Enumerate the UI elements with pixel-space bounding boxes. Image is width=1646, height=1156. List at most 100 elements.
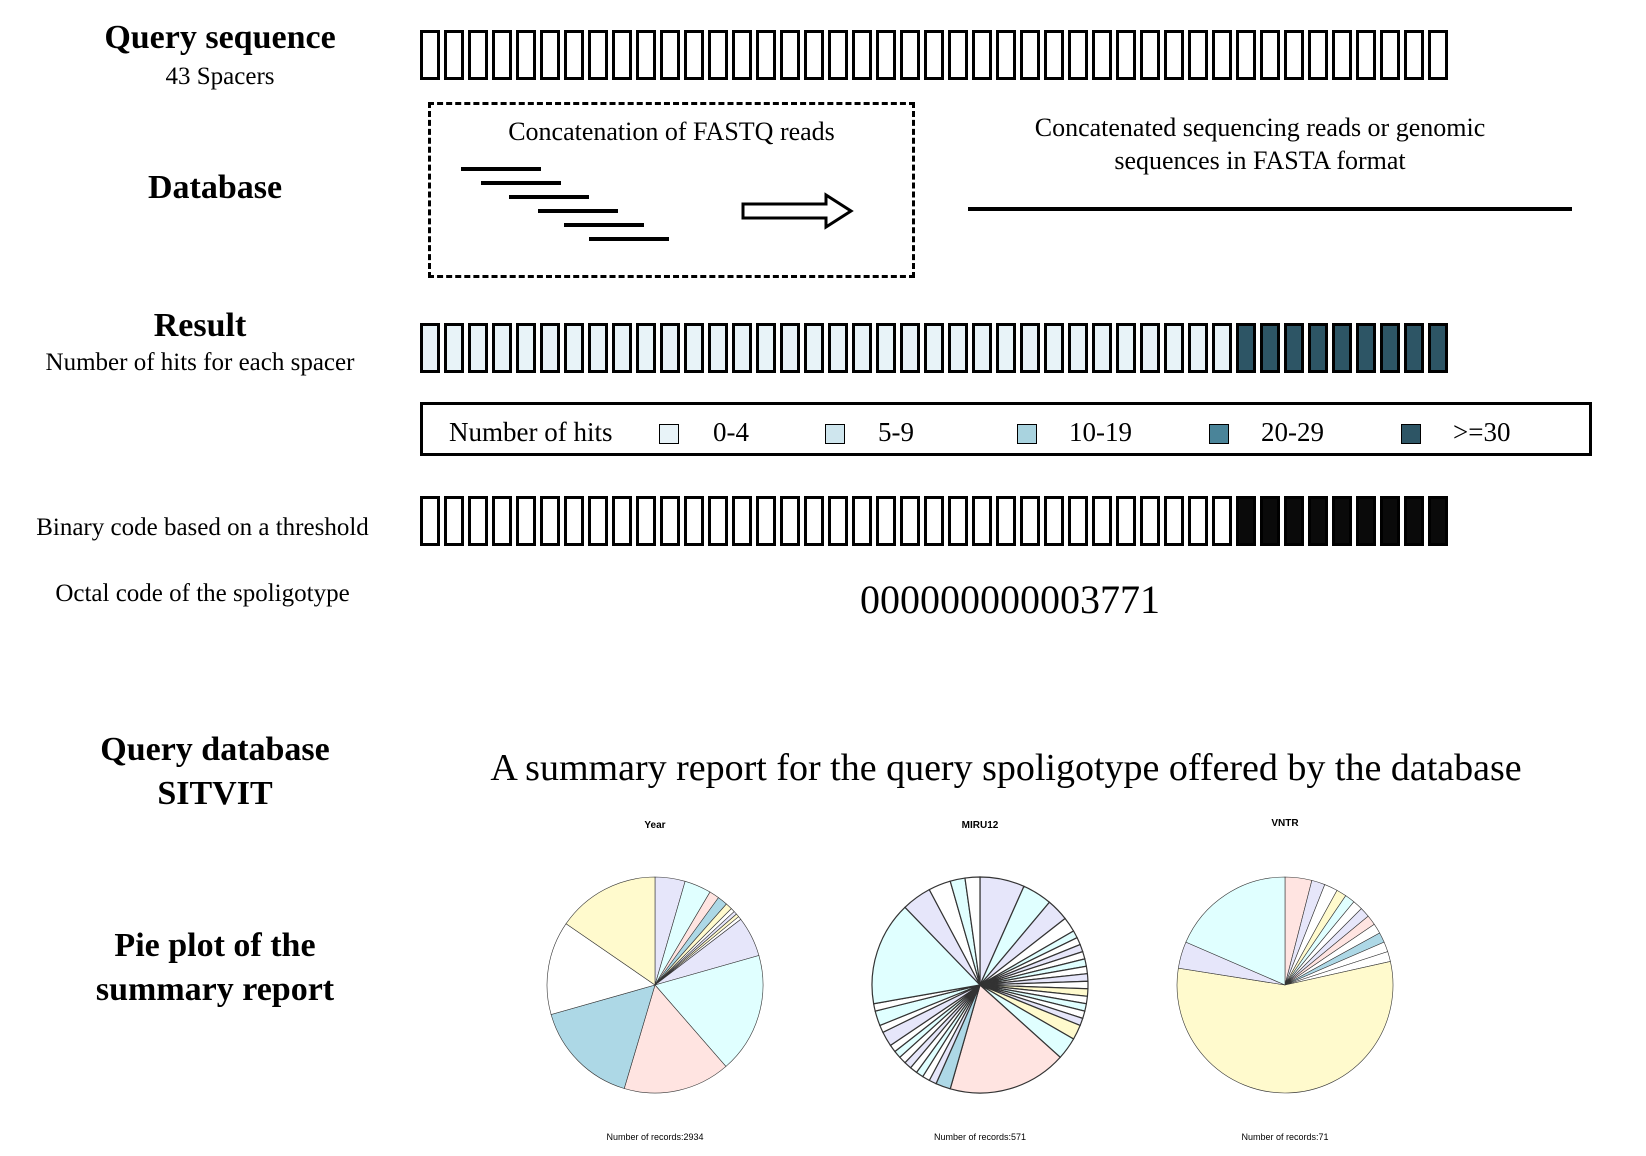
spacer-box bbox=[636, 30, 656, 80]
spacer-box bbox=[1068, 496, 1088, 546]
spacer-box bbox=[1284, 496, 1304, 546]
spacer-box bbox=[1140, 30, 1160, 80]
result-spacer-row bbox=[420, 323, 1448, 373]
pie-footer-miru12: Number of records:571 bbox=[933, 1132, 1027, 1142]
query-sequence-label: Query sequence bbox=[104, 19, 336, 56]
spacer-box bbox=[1092, 496, 1112, 546]
spacer-box bbox=[804, 496, 824, 546]
spacer-box bbox=[924, 496, 944, 546]
spacer-box bbox=[612, 496, 632, 546]
spacer-box bbox=[636, 323, 656, 373]
spacer-box bbox=[1428, 496, 1448, 546]
spacer-box bbox=[1284, 323, 1304, 373]
spacer-box bbox=[1020, 496, 1040, 546]
spacer-box bbox=[1116, 323, 1136, 373]
spacer-box bbox=[900, 30, 920, 80]
spacer-box bbox=[972, 323, 992, 373]
pie-footer-year: Number of records:2934 bbox=[606, 1132, 704, 1142]
fastq-box: Concatenation of FASTQ reads bbox=[428, 102, 915, 278]
fasta-caption-line1: Concatenated sequencing reads or genomic bbox=[1034, 113, 1486, 142]
spacer-box bbox=[780, 323, 800, 373]
spacer-box bbox=[756, 30, 776, 80]
spacer-box bbox=[444, 30, 464, 80]
spacer-box bbox=[780, 496, 800, 546]
spacer-box bbox=[516, 323, 536, 373]
spacer-box bbox=[492, 496, 512, 546]
binary-spacer-row bbox=[420, 496, 1448, 546]
spacer-box bbox=[732, 323, 752, 373]
spacer-box bbox=[1428, 323, 1448, 373]
spacer-box bbox=[1260, 30, 1280, 80]
spacer-box bbox=[540, 30, 560, 80]
spacer-box bbox=[924, 323, 944, 373]
spacer-box bbox=[708, 496, 728, 546]
spacer-box bbox=[1404, 323, 1424, 373]
spacer-box bbox=[1308, 30, 1328, 80]
spacer-box bbox=[684, 496, 704, 546]
spacer-box bbox=[636, 496, 656, 546]
pie-chart-miru12: MIRU12 Number of records:571 bbox=[845, 810, 1115, 1150]
legend-swatch-2 bbox=[1017, 424, 1037, 444]
spacer-box bbox=[1332, 496, 1352, 546]
spacer-box bbox=[468, 30, 488, 80]
spacer-box bbox=[1212, 30, 1232, 80]
spacer-box bbox=[708, 323, 728, 373]
spacer-box bbox=[1212, 323, 1232, 373]
spacer-box bbox=[1188, 30, 1208, 80]
spacer-box bbox=[420, 496, 440, 546]
spacer-box bbox=[996, 323, 1016, 373]
spacer-box bbox=[1404, 30, 1424, 80]
spacer-box bbox=[900, 323, 920, 373]
spacer-box bbox=[1044, 30, 1064, 80]
spacer-box bbox=[1116, 496, 1136, 546]
spacer-box bbox=[900, 496, 920, 546]
legend-swatch-4 bbox=[1401, 424, 1421, 444]
spacer-box bbox=[828, 323, 848, 373]
legend-swatch-0 bbox=[659, 424, 679, 444]
spacer-box bbox=[1044, 323, 1064, 373]
pie-slice bbox=[871, 906, 982, 1005]
spacer-box bbox=[1260, 496, 1280, 546]
spacer-box bbox=[1212, 496, 1232, 546]
spacer-box bbox=[852, 323, 872, 373]
spacer-box bbox=[948, 323, 968, 373]
pie-slice bbox=[1176, 961, 1394, 1094]
spacer-box bbox=[1140, 323, 1160, 373]
spacer-box bbox=[564, 323, 584, 373]
sitvit-label: SITVIT bbox=[157, 775, 273, 812]
spacer-box bbox=[1356, 323, 1376, 373]
legend-swatch-1 bbox=[825, 424, 845, 444]
spacer-box bbox=[612, 323, 632, 373]
fasta-caption-line2: sequences in FASTA format bbox=[1114, 146, 1406, 175]
pie-plot-label: Pie plot of the bbox=[114, 927, 316, 964]
spacer-box bbox=[948, 30, 968, 80]
spacer-box bbox=[1092, 30, 1112, 80]
spacer-box bbox=[588, 323, 608, 373]
arrow-right-icon bbox=[741, 192, 854, 230]
spacer-box bbox=[804, 323, 824, 373]
spacer-box bbox=[1068, 30, 1088, 80]
pie-svg-year bbox=[546, 876, 764, 1094]
spacer-box bbox=[1380, 496, 1400, 546]
spacer-box bbox=[876, 496, 896, 546]
spacer-box bbox=[1068, 323, 1088, 373]
spacer-box bbox=[516, 30, 536, 80]
spacer-box bbox=[660, 30, 680, 80]
spacer-box bbox=[972, 496, 992, 546]
pie-slice bbox=[654, 955, 764, 1067]
spacer-box bbox=[420, 30, 440, 80]
spacer-box bbox=[804, 30, 824, 80]
fastq-reads-graphic bbox=[461, 167, 854, 241]
legend-swatch-3 bbox=[1209, 424, 1229, 444]
legend-label-2: 10-19 bbox=[1069, 417, 1132, 447]
summary-report-label: summary report bbox=[95, 971, 335, 1008]
spacer-box bbox=[1380, 30, 1400, 80]
spacer-box bbox=[876, 30, 896, 80]
spacer-box bbox=[1140, 496, 1160, 546]
pie-chart-year: Year Number of records:2934 bbox=[520, 810, 790, 1150]
spacer-box bbox=[972, 30, 992, 80]
spacer-box bbox=[468, 496, 488, 546]
spacer-box bbox=[1164, 496, 1184, 546]
spacer-box bbox=[492, 323, 512, 373]
spacer-box bbox=[732, 30, 752, 80]
